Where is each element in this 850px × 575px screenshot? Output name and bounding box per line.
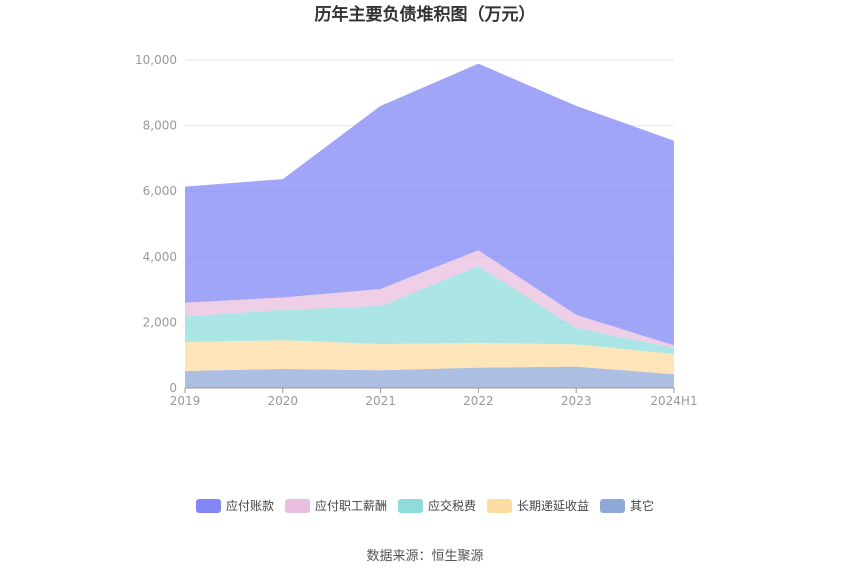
x-tick-label: 2021 — [365, 394, 396, 408]
y-tick-label: 6,000 — [143, 184, 177, 198]
x-tick-label: 2024H1 — [650, 394, 697, 408]
area-应付职工薪酬 — [185, 250, 674, 348]
source-note: 数据来源：恒生聚源 — [366, 549, 483, 564]
y-tick-label: 0 — [169, 381, 177, 395]
chart-title: 历年主要负债堆积图（万元） — [315, 4, 536, 25]
legend-swatch — [398, 499, 423, 513]
area-应付账款 — [185, 63, 674, 346]
legend-swatch — [600, 499, 625, 513]
y-tick-label: 8,000 — [143, 119, 177, 133]
x-tick-label: 2023 — [561, 394, 592, 408]
y-tick-label: 4,000 — [143, 250, 177, 264]
legend-label: 应付职工薪酬 — [315, 498, 387, 513]
area-长期递延收益 — [185, 340, 674, 375]
y-tick-label: 2,000 — [143, 315, 177, 329]
legend-label: 应交税费 — [428, 498, 476, 513]
y-tick-label: 10,000 — [135, 53, 177, 67]
axes: 0 2,000 4,000 6,000 8,000 10,000 2019 2020 2021 2… — [135, 53, 698, 408]
x-tick-label: 2020 — [268, 394, 299, 408]
legend-swatch — [285, 499, 310, 513]
x-tick-label: 2022 — [463, 394, 494, 408]
legend: 应付账款 应付职工薪酬 应交税费 长期递延收益 其它 — [196, 498, 654, 513]
legend-label: 应付账款 — [226, 498, 274, 513]
area-其它 — [185, 366, 674, 388]
legend-label: 其它 — [630, 498, 654, 513]
legend-label: 长期递延收益 — [517, 499, 589, 513]
legend-swatch — [196, 499, 221, 513]
legend-swatch — [487, 499, 512, 513]
area-series — [185, 63, 674, 388]
x-tick-label: 2019 — [170, 394, 201, 408]
area-应交税费 — [185, 265, 674, 354]
